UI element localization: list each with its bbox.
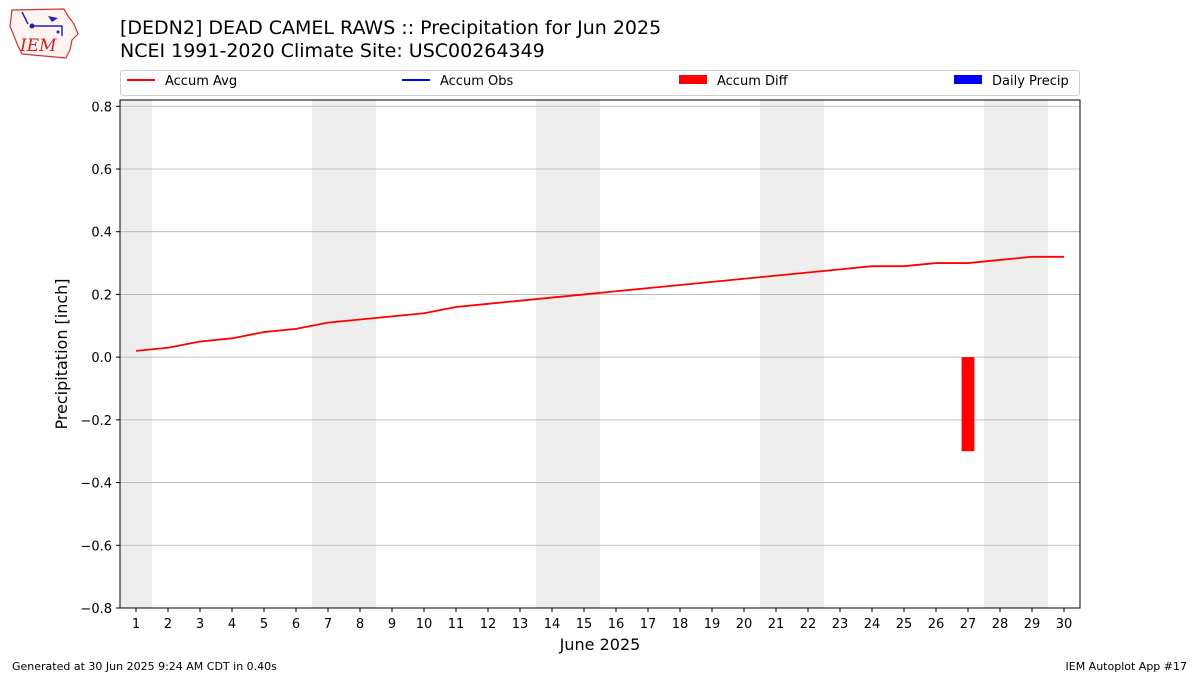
weekend-band (536, 100, 600, 608)
x-tick-label: 26 (928, 617, 945, 632)
legend-item-daily-precip: Daily Precip (954, 74, 1069, 92)
x-tick-label: 1 (132, 617, 140, 632)
y-axis-label: Precipitation [inch] (52, 278, 71, 429)
x-tick-label: 17 (640, 617, 657, 632)
y-tick-label: −0.6 (80, 539, 112, 554)
legend-label-daily-precip: Daily Precip (992, 74, 1069, 89)
x-tick-label: 27 (960, 617, 977, 632)
x-tick-label: 9 (388, 617, 396, 632)
x-tick-label: 21 (768, 617, 785, 632)
footer-app: IEM Autoplot App #17 (1065, 660, 1188, 673)
x-tick-label: 2 (164, 617, 172, 632)
accum-avg-line (135, 255, 1064, 352)
y-tick-label: −0.8 (80, 602, 112, 617)
legend-item-accum-obs: Accum Obs (402, 74, 513, 92)
weekend-band (760, 100, 824, 608)
legend-label-accum-diff: Accum Diff (717, 74, 788, 89)
accum-diff-bar (961, 357, 975, 452)
y-tick-label: 0.8 (91, 100, 112, 115)
x-axis-label: June 2025 (559, 635, 641, 654)
footer-generated: Generated at 30 Jun 2025 9:24 AM CDT in … (12, 660, 277, 673)
x-tick-label: 30 (1056, 617, 1073, 632)
y-tick-label: 0.2 (91, 288, 112, 303)
x-tick-label: 8 (356, 617, 364, 632)
weekend-band (120, 100, 152, 608)
legend: Accum Avg Accum Obs Accum Diff Daily Pre… (120, 70, 1080, 96)
legend-swatch-accum-obs (402, 78, 430, 81)
x-tick-label: 28 (992, 617, 1009, 632)
x-tick-label: 4 (228, 617, 236, 632)
x-tick-label: 5 (260, 617, 268, 632)
y-tick-label: 0.6 (91, 163, 112, 178)
logo-wordmark: IEM (19, 36, 57, 56)
x-tick-label: 3 (196, 617, 204, 632)
chart-title: [DEDN2] DEAD CAMEL RAWS :: Precipitation… (120, 17, 662, 39)
legend-label-accum-avg: Accum Avg (165, 74, 238, 89)
legend-item-accum-diff: Accum Diff (679, 74, 788, 92)
x-tick-label: 15 (576, 617, 593, 632)
x-tick-label: 16 (608, 617, 625, 632)
x-tick-label: 11 (448, 617, 465, 632)
legend-swatch-daily-precip (954, 75, 982, 84)
legend-item-accum-avg: Accum Avg (127, 74, 237, 92)
y-tick-label: 0.0 (91, 351, 112, 366)
x-tick-label: 18 (672, 617, 689, 632)
legend-swatch-accum-avg (127, 78, 155, 81)
legend-label-accum-obs: Accum Obs (440, 74, 514, 89)
x-tick-label: 12 (480, 617, 497, 632)
x-tick-label: 13 (512, 617, 529, 632)
x-tick-label: 24 (864, 617, 881, 632)
legend-swatch-accum-diff (679, 75, 707, 84)
plot-frame (119, 99, 1081, 609)
x-tick-label: 14 (544, 617, 561, 632)
x-tick-label: 7 (324, 617, 332, 632)
x-tick-label: 19 (704, 617, 721, 632)
y-tick-label: 0.4 (91, 226, 112, 241)
weekend-band (984, 100, 1048, 608)
x-tick-label: 20 (736, 617, 753, 632)
weekend-band (312, 100, 376, 608)
x-tick-label: 23 (832, 617, 849, 632)
y-tick-label: −0.4 (80, 477, 112, 492)
x-tick-label: 29 (1024, 617, 1041, 632)
iem-logo: IEM (8, 6, 80, 60)
chart-subtitle: NCEI 1991-2020 Climate Site: USC00264349 (120, 40, 545, 62)
y-tick-label: −0.2 (80, 414, 112, 429)
x-tick-label: 22 (800, 617, 817, 632)
x-tick-label: 10 (416, 617, 433, 632)
x-tick-label: 6 (292, 617, 300, 632)
x-tick-label: 25 (896, 617, 913, 632)
